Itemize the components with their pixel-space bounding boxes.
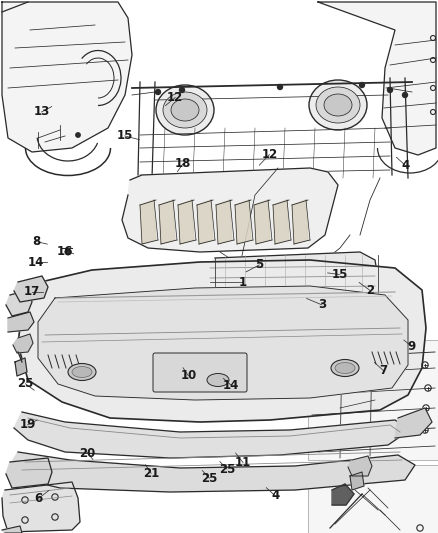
Circle shape	[360, 83, 364, 87]
Ellipse shape	[316, 87, 360, 123]
Ellipse shape	[309, 80, 367, 130]
Polygon shape	[197, 200, 213, 244]
Polygon shape	[15, 358, 27, 376]
Text: 6: 6	[35, 492, 42, 505]
Text: 4: 4	[401, 159, 409, 172]
Text: 20: 20	[79, 447, 96, 459]
Text: 16: 16	[57, 245, 73, 258]
Ellipse shape	[331, 359, 359, 376]
Circle shape	[65, 249, 71, 255]
Text: 12: 12	[167, 91, 184, 104]
Text: 15: 15	[117, 130, 133, 142]
Text: 10: 10	[180, 369, 197, 382]
Circle shape	[180, 87, 184, 93]
Text: 7: 7	[379, 364, 387, 377]
Ellipse shape	[171, 99, 199, 121]
Text: 14: 14	[223, 379, 240, 392]
Polygon shape	[140, 200, 156, 244]
Polygon shape	[235, 200, 251, 244]
Text: 21: 21	[143, 467, 159, 480]
Text: 25: 25	[201, 472, 218, 484]
Polygon shape	[14, 276, 48, 302]
Polygon shape	[2, 482, 80, 532]
Circle shape	[388, 87, 392, 93]
Text: 13: 13	[33, 106, 50, 118]
Polygon shape	[318, 2, 436, 155]
Polygon shape	[13, 334, 33, 353]
Text: 15: 15	[331, 268, 348, 281]
FancyBboxPatch shape	[153, 353, 247, 392]
Text: 3: 3	[318, 298, 326, 311]
Polygon shape	[350, 472, 364, 490]
Polygon shape	[2, 2, 132, 152]
Ellipse shape	[335, 362, 355, 374]
Text: 8: 8	[32, 235, 40, 248]
Polygon shape	[18, 260, 426, 422]
Circle shape	[403, 93, 407, 98]
Ellipse shape	[163, 92, 207, 128]
Polygon shape	[122, 168, 338, 252]
Text: 25: 25	[219, 463, 235, 475]
Text: 25: 25	[17, 377, 34, 390]
Polygon shape	[2, 526, 22, 533]
Ellipse shape	[68, 364, 96, 381]
Text: 9: 9	[408, 340, 416, 353]
Polygon shape	[216, 200, 232, 244]
Polygon shape	[6, 290, 32, 316]
Ellipse shape	[156, 85, 214, 135]
Text: 14: 14	[28, 256, 44, 269]
Text: 12: 12	[261, 148, 278, 161]
Polygon shape	[10, 452, 415, 492]
Polygon shape	[178, 200, 194, 244]
Bar	[308, 465, 438, 533]
Circle shape	[155, 90, 160, 94]
Circle shape	[76, 133, 80, 137]
Circle shape	[278, 85, 283, 90]
Polygon shape	[332, 484, 354, 505]
Polygon shape	[6, 458, 52, 488]
Text: 18: 18	[175, 157, 191, 170]
Text: 2: 2	[366, 284, 374, 297]
Text: 11: 11	[235, 456, 251, 469]
Polygon shape	[38, 286, 408, 400]
Polygon shape	[159, 200, 175, 244]
Ellipse shape	[324, 94, 352, 116]
Bar	[308, 340, 438, 460]
Text: 5: 5	[255, 259, 263, 271]
Text: 17: 17	[23, 285, 40, 298]
Ellipse shape	[207, 374, 229, 386]
Polygon shape	[205, 252, 380, 315]
Polygon shape	[395, 408, 432, 438]
Polygon shape	[292, 200, 308, 244]
Polygon shape	[254, 200, 270, 244]
Polygon shape	[8, 312, 34, 332]
Text: 1: 1	[239, 276, 247, 289]
Ellipse shape	[72, 367, 92, 377]
Text: 19: 19	[19, 418, 36, 431]
Polygon shape	[273, 200, 289, 244]
Polygon shape	[14, 412, 410, 458]
Text: 4: 4	[271, 489, 279, 502]
Polygon shape	[348, 456, 372, 476]
